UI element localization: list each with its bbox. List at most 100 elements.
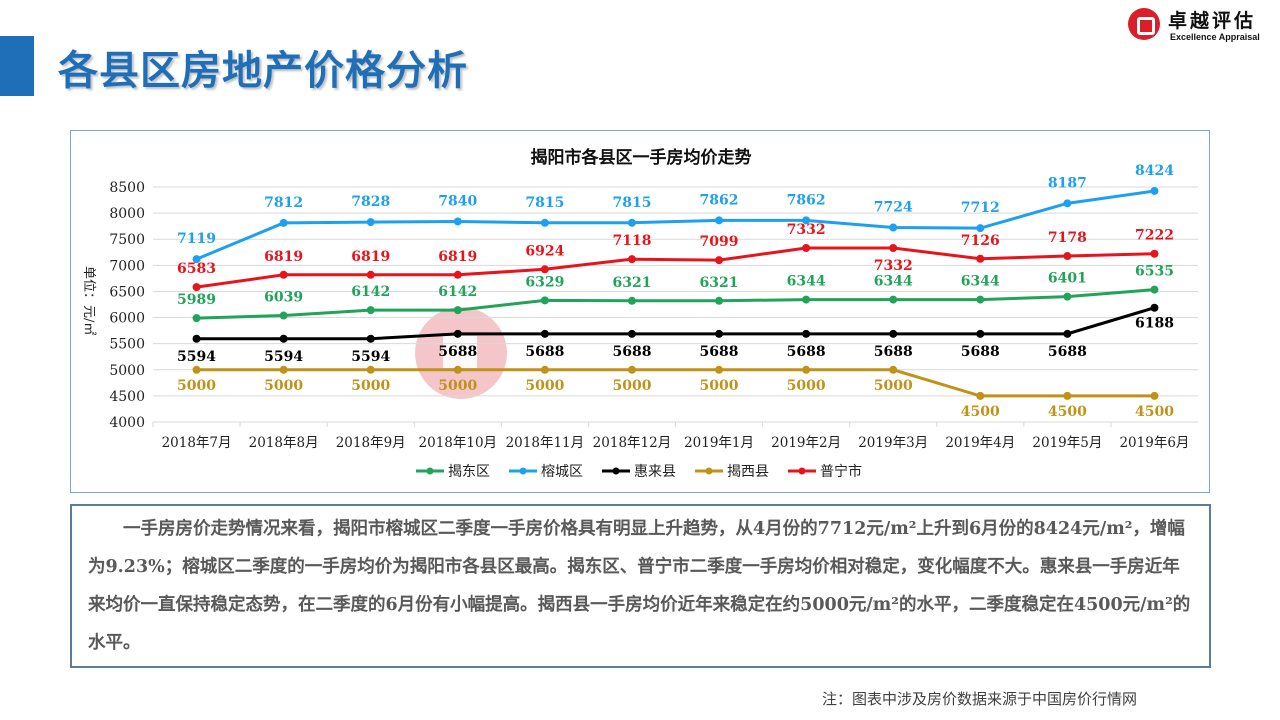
x-tick-label: 2018年8月	[249, 435, 319, 451]
data-point	[627, 365, 636, 374]
data-point	[279, 365, 288, 374]
data-label: 7862	[787, 192, 826, 208]
x-tick-label: 2019年4月	[945, 435, 1015, 451]
data-point	[976, 224, 985, 233]
data-label: 7712	[961, 200, 1000, 216]
data-label: 5000	[787, 378, 826, 394]
data-label: 7332	[874, 258, 913, 274]
data-point	[715, 296, 724, 305]
data-label: 5000	[700, 378, 739, 394]
y-tick-label: 5000	[109, 363, 145, 379]
data-point	[366, 218, 375, 227]
data-point	[802, 243, 811, 252]
legend-marker	[705, 467, 713, 475]
data-label: 5594	[177, 349, 216, 365]
data-label: 6924	[525, 243, 564, 259]
data-label: 6583	[177, 261, 216, 277]
data-point	[802, 295, 811, 304]
x-tick-label: 2018年9月	[336, 435, 406, 451]
data-point	[715, 256, 724, 265]
logo-name-cn: 卓越评估	[1168, 10, 1257, 32]
logo-mark-icon	[1128, 8, 1160, 40]
x-tick-label: 2018年11月	[506, 435, 585, 451]
data-label: 5688	[961, 344, 1000, 360]
data-point	[889, 329, 898, 338]
legend-marker	[798, 467, 806, 475]
data-point	[366, 365, 375, 374]
data-point	[279, 334, 288, 343]
data-label: 5000	[177, 378, 216, 394]
data-label: 5000	[351, 378, 390, 394]
data-point	[366, 270, 375, 279]
legend-label: 普宁市	[820, 463, 862, 480]
price-trend-chart: 揭阳市各县区一手房均价走势 4000 4500 5000 5500 6000 6500 700…	[70, 130, 1210, 493]
data-point	[540, 296, 549, 305]
data-label: 7118	[612, 233, 651, 249]
data-label: 6321	[612, 275, 651, 291]
x-tick-label: 2018年7月	[162, 435, 232, 451]
legend-label: 惠来县	[634, 464, 676, 480]
data-point	[453, 270, 462, 279]
data-point	[715, 365, 724, 374]
y-tick-label: 5500	[109, 337, 145, 353]
data-point	[192, 255, 201, 264]
title-accent-bar	[0, 36, 34, 96]
data-label: 5688	[874, 344, 913, 360]
data-point	[279, 218, 288, 227]
data-label: 5688	[438, 344, 477, 360]
series-line-榕城区	[195, 189, 1155, 261]
data-point	[802, 365, 811, 374]
data-point	[889, 243, 898, 252]
data-point	[192, 314, 201, 323]
data-label: 7815	[612, 195, 651, 211]
data-label: 5989	[177, 292, 216, 308]
data-point	[627, 255, 636, 264]
x-tick-label: 2019年2月	[771, 435, 841, 451]
data-label: 6819	[264, 249, 303, 265]
data-point	[627, 296, 636, 305]
data-point	[715, 329, 724, 338]
data-point	[889, 295, 898, 304]
data-label: 5688	[700, 344, 739, 360]
data-label: 6819	[438, 249, 477, 265]
data-label: 6535	[1135, 264, 1174, 280]
data-point	[192, 283, 201, 292]
page-title: 各县区房地产价格分析	[58, 48, 468, 94]
legend-label: 榕城区	[541, 464, 583, 480]
data-label: 7812	[264, 195, 303, 211]
y-tick-label: 6000	[109, 311, 145, 327]
x-tick-label: 2018年10月	[419, 435, 498, 451]
data-point	[1063, 292, 1072, 301]
data-point	[1150, 303, 1159, 312]
watermark-logo-inner	[443, 336, 477, 368]
x-tick-label: 2019年3月	[858, 435, 928, 451]
data-point	[366, 334, 375, 343]
data-label: 6344	[961, 274, 1000, 290]
data-point	[279, 270, 288, 279]
data-point	[192, 365, 201, 374]
data-point	[453, 365, 462, 374]
legend-label: 揭东区	[448, 464, 490, 480]
data-label: 4500	[1135, 404, 1174, 420]
data-label: 6321	[700, 275, 739, 291]
x-tick-label: 2018年12月	[593, 435, 672, 451]
data-label: 7222	[1135, 228, 1174, 244]
data-point	[366, 306, 375, 315]
chart-title: 揭阳市各县区一手房均价走势	[531, 147, 752, 168]
x-tick-label: 2019年6月	[1119, 435, 1189, 451]
data-label: 7332	[787, 222, 826, 238]
data-label: 5000	[612, 378, 651, 394]
data-label: 4500	[1048, 404, 1087, 420]
data-point	[715, 216, 724, 225]
data-label: 6344	[787, 274, 826, 290]
data-label: 7815	[525, 195, 564, 211]
y-tick-label: 6500	[109, 284, 145, 300]
data-label: 6142	[351, 284, 390, 300]
data-label: 6401	[1048, 271, 1087, 287]
data-label: 5688	[787, 344, 826, 360]
y-tick-label: 8500	[109, 180, 145, 196]
data-point	[976, 295, 985, 304]
data-point	[540, 329, 549, 338]
x-tick-label: 2019年1月	[684, 435, 754, 451]
data-point	[1063, 252, 1072, 261]
